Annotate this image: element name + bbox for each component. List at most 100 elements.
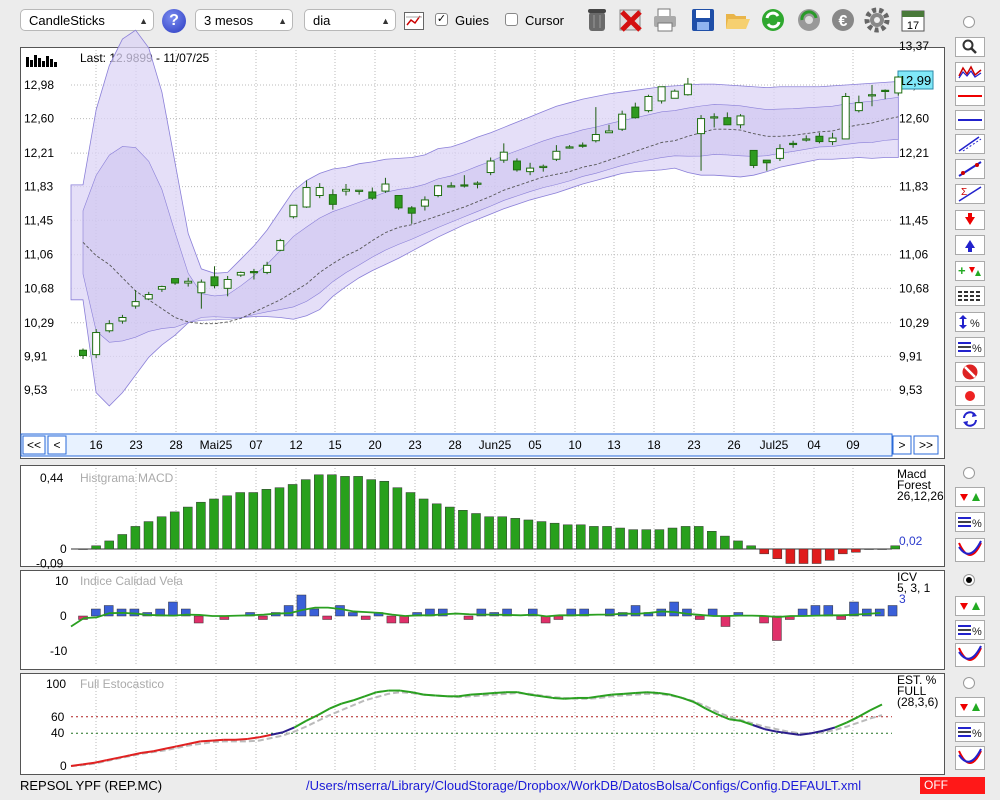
trendline-button[interactable] xyxy=(955,159,985,179)
stop-button[interactable] xyxy=(955,362,985,382)
stoch-k-segment xyxy=(188,740,201,745)
stoch-k-segment xyxy=(293,720,307,729)
magnifier-icon xyxy=(962,39,977,54)
stoch-k-segment xyxy=(799,732,812,736)
candle-down xyxy=(171,278,180,284)
delete-button[interactable] xyxy=(618,6,644,34)
arrows-red-green-icon xyxy=(960,703,980,711)
config-path-link[interactable]: /Users/mserra/Library/CloudStorage/Dropb… xyxy=(306,778,862,793)
stoch-k-segment xyxy=(787,732,800,736)
icv-bar-neg xyxy=(399,615,409,624)
stoch-k-segment xyxy=(458,693,471,698)
trash-button[interactable] xyxy=(584,6,610,34)
stoch-k-segment xyxy=(541,695,554,699)
candle-up xyxy=(92,332,101,356)
macd-y-axis: 0,44 0-0,09 xyxy=(36,471,67,571)
icv-panel-radio[interactable] xyxy=(963,574,975,586)
nav-last-button[interactable]: >> xyxy=(913,435,939,455)
buy-arrow-button[interactable] xyxy=(955,235,985,255)
lines-button[interactable] xyxy=(955,286,985,306)
calendar-button[interactable]: 17 xyxy=(900,6,926,34)
icv-bar-pos xyxy=(630,605,641,617)
macd-bar-up xyxy=(890,545,900,550)
signals-button[interactable]: + xyxy=(955,261,985,281)
blue-line-button[interactable] xyxy=(955,110,985,130)
percent-range-button[interactable]: % xyxy=(955,312,985,332)
help-button[interactable]: ? xyxy=(162,9,186,33)
chart-type-select[interactable]: CandleSticks ▲ xyxy=(20,9,154,31)
candle-up xyxy=(868,94,876,97)
red-line-button[interactable] xyxy=(955,86,985,106)
sell-arrow-button[interactable] xyxy=(955,210,985,230)
macd-bar-up xyxy=(91,545,101,550)
percent-range-icon: % xyxy=(959,315,980,330)
y-tick-label: 0,44 xyxy=(40,471,64,485)
currency-button[interactable]: € xyxy=(830,6,856,34)
macd-signals-button[interactable] xyxy=(955,487,985,507)
nav-prev-button[interactable]: < xyxy=(47,435,67,455)
x-tick-label: Jul25 xyxy=(760,438,789,452)
percent-lines-button[interactable]: % xyxy=(955,337,985,357)
macd-bar-up xyxy=(392,487,403,550)
stoch-signals-button[interactable] xyxy=(955,697,985,717)
swap-button[interactable] xyxy=(955,409,985,429)
stoch-k-segment xyxy=(470,692,483,696)
interval-select[interactable]: dia ▲ xyxy=(304,9,396,31)
inner-band-area xyxy=(82,97,899,343)
date-scrollbar[interactable] xyxy=(20,433,893,457)
stoch-k-segment xyxy=(811,729,824,735)
period-select[interactable]: 3 mesos ▲ xyxy=(195,9,293,31)
cursor-checkbox[interactable] xyxy=(505,13,518,26)
nav-next-button[interactable]: > xyxy=(892,435,912,455)
icv-signals-button[interactable] xyxy=(955,596,985,616)
macd-bar-up xyxy=(418,498,429,550)
status-off-text: OFF xyxy=(924,778,948,792)
macd-cross-button[interactable] xyxy=(955,538,985,562)
channel-button[interactable] xyxy=(955,134,985,154)
open-button[interactable] xyxy=(725,6,751,34)
stoch-panel-radio[interactable] xyxy=(963,677,975,689)
stoch-k-segment xyxy=(705,707,718,716)
stoch-percent-button[interactable]: % xyxy=(955,722,985,742)
icv-percent-button[interactable]: % xyxy=(955,620,985,640)
sync-button[interactable] xyxy=(796,6,822,34)
guides-checkbox[interactable]: ✓ xyxy=(435,13,448,26)
x-tick-label: Jun25 xyxy=(479,438,512,452)
candle-up xyxy=(710,116,719,119)
macd-bar-up xyxy=(248,492,259,550)
icv-bar-pos xyxy=(669,601,679,617)
macd-bar-up xyxy=(327,474,337,550)
macd-percent-button[interactable]: % xyxy=(955,512,985,532)
settings-button[interactable] xyxy=(864,6,890,34)
x-tick-label: 28 xyxy=(169,438,183,452)
icv-cross-button[interactable] xyxy=(955,643,985,667)
stoch-k-segment xyxy=(106,756,119,762)
macd-bar-up xyxy=(314,474,324,550)
fibonacci-button[interactable]: Σ xyxy=(955,184,985,204)
x-tick-label: 18 xyxy=(647,438,661,452)
y-tick-label: 40 xyxy=(51,726,65,740)
candle-up xyxy=(841,95,850,140)
stoch-k-segment xyxy=(752,724,765,731)
cursor-label: Cursor xyxy=(525,13,565,28)
stoch-cross-button[interactable] xyxy=(955,746,985,770)
stoch-y-axis: 100 60 40 0 xyxy=(46,677,67,773)
indicator-button[interactable] xyxy=(955,62,985,82)
refresh-button[interactable] xyxy=(760,6,786,34)
record-button[interactable] xyxy=(955,386,985,406)
icv-bar-pos xyxy=(797,608,808,617)
macd-bar-up xyxy=(615,527,625,550)
candle-down xyxy=(762,159,771,164)
zoom-button[interactable] xyxy=(955,37,985,57)
macd-bar-up xyxy=(458,510,468,550)
save-button[interactable] xyxy=(690,6,716,34)
print-button[interactable] xyxy=(652,6,678,34)
chart-settings-icon[interactable] xyxy=(404,12,424,30)
macd-panel-radio[interactable] xyxy=(963,467,975,479)
nav-first-button[interactable]: << xyxy=(22,435,46,455)
main-panel-radio[interactable] xyxy=(963,16,975,28)
icv-bar-neg xyxy=(360,615,371,620)
stoch-k-segment xyxy=(776,730,789,735)
candle-up xyxy=(118,317,127,322)
red-hline-icon xyxy=(958,95,982,97)
